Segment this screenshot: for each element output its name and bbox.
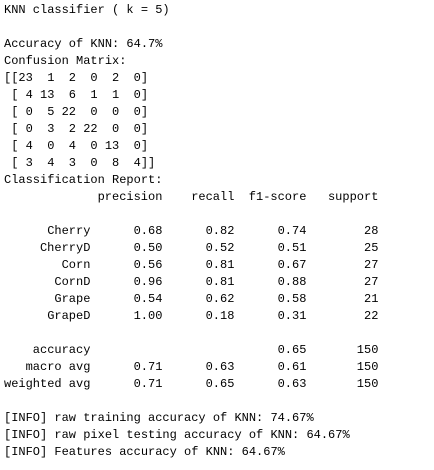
report-header-cell: f1-score: [248, 190, 307, 204]
confusion-row: [ 0 5 22 0 0 0]: [4, 105, 149, 119]
report-header: precision recall f1-score support: [4, 189, 434, 206]
report-cell: 0.65: [205, 377, 235, 391]
row-label: accuracy: [32, 343, 91, 357]
blank-line: [4, 19, 434, 36]
report-cell: 0.81: [205, 275, 235, 289]
info-line: [INFO] raw pixel testing accuracy of KNN…: [4, 428, 350, 442]
row-label: macro avg: [25, 360, 91, 374]
report-cell: 0.96: [133, 275, 163, 289]
report-header-cell: recall: [191, 190, 235, 204]
report-cell: 0.56: [133, 258, 163, 272]
report-cell: 0.62: [205, 292, 235, 306]
report-row: weighted avg 0.71 0.65 0.63 150: [4, 376, 434, 393]
confusion-row: [ 4 0 4 0 13 0]: [4, 139, 149, 153]
report-row: accuracy 0.65 150: [4, 342, 434, 359]
report-cell: 0.74: [277, 224, 307, 238]
report-cell: 150: [356, 360, 379, 374]
blank-line: [4, 206, 434, 223]
report-row: CherryD 0.50 0.52 0.51 25: [4, 240, 434, 257]
confusion-row: [ 4 13 6 1 1 0]: [4, 88, 149, 102]
report-cell: 0.88: [277, 275, 307, 289]
blank-line: [4, 393, 434, 410]
row-label: Cherry: [47, 224, 91, 238]
report-header-cell: precision: [97, 190, 163, 204]
confusion-row: [ 0 3 2 22 0 0]: [4, 122, 149, 136]
row-label: CornD: [54, 275, 91, 289]
report-cell: 27: [364, 275, 379, 289]
info-line: [INFO] Features accuracy of KNN: 64.67%: [4, 445, 285, 459]
row-label: weighted avg: [4, 377, 91, 391]
row-label: Grape: [54, 292, 91, 306]
report-cell: 0.71: [133, 360, 163, 374]
report-row: Cherry 0.68 0.82 0.74 28: [4, 223, 434, 240]
row-label: CherryD: [39, 241, 91, 255]
accuracy-line: Accuracy of KNN: 64.7%: [4, 37, 163, 51]
confusion-row: [[23 1 2 0 2 0]: [4, 71, 149, 85]
report-cell: 0.58: [277, 292, 307, 306]
report-row: macro avg 0.71 0.63 0.61 150: [4, 359, 434, 376]
report-cell: 0.51: [277, 241, 307, 255]
report-cell: 25: [364, 241, 379, 255]
report-cell: 0.81: [205, 258, 235, 272]
info-line: [INFO] raw training accuracy of KNN: 74.…: [4, 411, 314, 425]
report-cell: 0.71: [133, 377, 163, 391]
report-cell: 0.67: [277, 258, 307, 272]
report-label: Classification Report:: [4, 173, 163, 187]
report-cell: 0.65: [277, 343, 307, 357]
report-cell: 0.63: [277, 377, 307, 391]
row-label: Corn: [61, 258, 91, 272]
report-row: CornD 0.96 0.81 0.88 27: [4, 274, 434, 291]
report-cell: 0.18: [205, 309, 235, 323]
blank-line: [4, 325, 434, 342]
report-cell: 28: [364, 224, 379, 238]
report-cell: 27: [364, 258, 379, 272]
report-cell: 0.50: [133, 241, 163, 255]
report-cell: 22: [364, 309, 379, 323]
report-header-cell: support: [327, 190, 379, 204]
report-cell: 0.82: [205, 224, 235, 238]
report-cell: 150: [356, 377, 379, 391]
report-cell: 0.61: [277, 360, 307, 374]
confusion-label: Confusion Matrix:: [4, 54, 127, 68]
report-row: Grape 0.54 0.62 0.58 21: [4, 291, 434, 308]
report-cell: 0.68: [133, 224, 163, 238]
title-line: KNN classifier ( k = 5): [4, 3, 170, 17]
report-cell: 150: [356, 343, 379, 357]
report-cell: 0.31: [277, 309, 307, 323]
report-row: GrapeD 1.00 0.18 0.31 22: [4, 308, 434, 325]
report-row: Corn 0.56 0.81 0.67 27: [4, 257, 434, 274]
report-cell: 1.00: [133, 309, 163, 323]
report-cell: 0.54: [133, 292, 163, 306]
report-cell: 0.52: [205, 241, 235, 255]
row-label: GrapeD: [47, 309, 91, 323]
report-cell: 21: [364, 292, 379, 306]
report-cell: 0.63: [205, 360, 235, 374]
confusion-row: [ 3 4 3 0 8 4]]: [4, 156, 156, 170]
